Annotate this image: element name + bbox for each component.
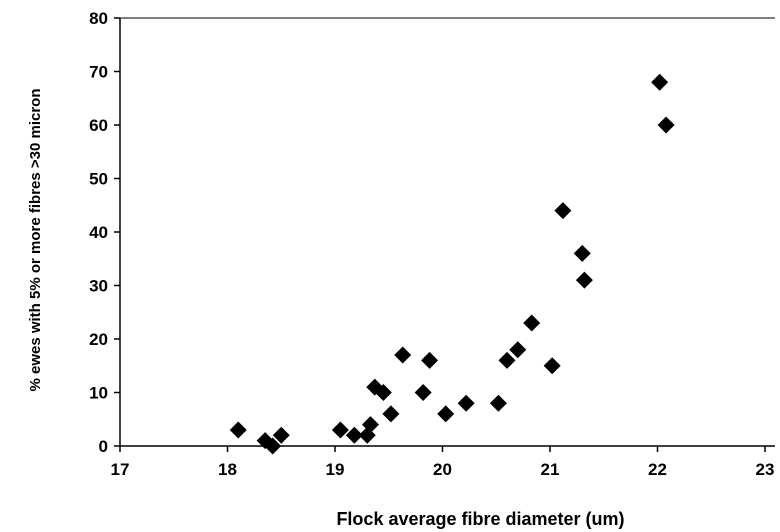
x-tick-label: 21 <box>541 460 560 479</box>
y-tick-label: 30 <box>89 277 108 296</box>
data-point <box>421 351 439 369</box>
data-point <box>523 314 541 332</box>
y-tick-label: 20 <box>89 330 108 349</box>
data-point <box>573 244 591 262</box>
x-tick-label: 23 <box>756 460 775 479</box>
data-point <box>229 421 247 439</box>
y-tick-label: 60 <box>89 116 108 135</box>
y-tick-label: 0 <box>99 437 108 456</box>
x-tick-label: 18 <box>218 460 237 479</box>
y-tick-label: 80 <box>89 9 108 28</box>
data-point <box>575 271 593 289</box>
data-point <box>382 405 400 423</box>
y-tick-label: 70 <box>89 63 108 82</box>
data-point <box>264 437 282 455</box>
data-point <box>361 416 379 434</box>
y-tick-label: 40 <box>89 223 108 242</box>
y-tick-label: 10 <box>89 384 108 403</box>
data-point <box>489 394 507 412</box>
x-tick-label: 20 <box>433 460 452 479</box>
x-axis-ticks: 17 18 19 20 21 22 23 <box>111 446 775 479</box>
y-axis-title: % ewes with 5% or more fibres >30 micron <box>27 88 44 391</box>
data-point <box>272 426 290 444</box>
data-point <box>651 73 669 91</box>
data-point <box>498 351 516 369</box>
data-point <box>345 426 363 444</box>
y-axis-ticks: 0 10 20 30 40 50 60 70 80 <box>89 9 120 456</box>
data-point <box>543 357 561 375</box>
x-axis-title: Flock average fibre diameter (um) <box>336 509 624 529</box>
data-point <box>414 384 432 401</box>
data-point <box>394 346 412 364</box>
plot-frame <box>119 17 775 447</box>
data-point <box>457 394 475 412</box>
data-point <box>657 116 675 134</box>
data-point <box>331 421 349 439</box>
x-tick-label: 19 <box>326 460 345 479</box>
data-point <box>554 202 572 220</box>
x-tick-label: 22 <box>648 460 667 479</box>
x-tick-label: 17 <box>111 460 130 479</box>
y-tick-label: 50 <box>89 170 108 189</box>
data-points <box>229 73 675 455</box>
data-point <box>509 341 527 359</box>
data-point <box>437 405 455 423</box>
data-point <box>374 384 392 401</box>
